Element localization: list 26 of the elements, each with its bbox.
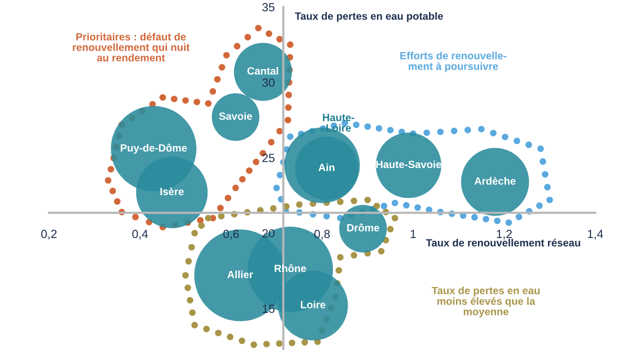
y-tick-label: 25 — [262, 154, 274, 162]
annotation: Loire — [300, 300, 326, 308]
y-tick-label: 30 — [262, 78, 275, 87]
x-tick-label: 0,6 — [223, 230, 239, 240]
x-tick-label: 0,8 — [314, 230, 330, 240]
annotation: Savoie — [219, 112, 252, 120]
x-axis-title: Taux de renouvellement réseau — [426, 238, 580, 246]
x-tick-label: 1,4 — [588, 230, 604, 240]
annotation: Isère — [160, 188, 184, 196]
annotation: Allier — [227, 270, 254, 278]
x-tick-label: 1 — [410, 230, 416, 238]
x-tick-label: 0,2 — [41, 230, 57, 240]
annotation: Ardèche — [474, 176, 516, 185]
annotation: Haute-Savoie — [376, 160, 442, 168]
annotation: Cantal — [247, 66, 278, 75]
annotation: Drôme — [347, 224, 380, 232]
x-tick-label: 1,2 — [496, 230, 512, 240]
annotation: Efforts de renouvelle- ment à poursuivre — [400, 52, 506, 72]
x-tick-label: 0,4 — [132, 230, 148, 240]
y-axis-title: Taux de pertes en eau potable — [294, 12, 444, 22]
y-tick-label: 35 — [262, 3, 274, 12]
y-tick-label: 15 — [262, 304, 274, 313]
annotation: Prioritaires : défaut de renouvellement qui nuit au rendement — [72, 32, 190, 62]
annotation: Ain — [318, 163, 334, 172]
annotation: Puy-de-Dôme — [120, 144, 187, 154]
annotation: Taux de pertes en eau moins élevés que la moyenne — [432, 286, 540, 318]
